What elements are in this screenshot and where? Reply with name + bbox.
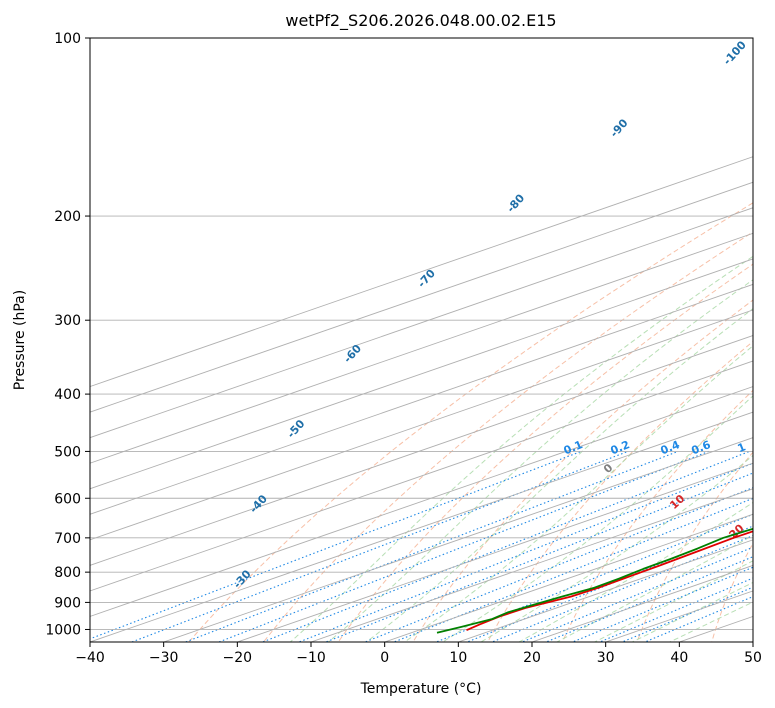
mixing-ratio-line	[620, 586, 753, 642]
moist-adiabat-line	[327, 279, 753, 642]
isotherm-line	[90, 411, 753, 642]
moist-adiabat-line	[403, 345, 753, 642]
mixing-ratio-line	[130, 450, 629, 642]
y-tick-label: 1000	[45, 622, 81, 638]
isotherm-line	[90, 335, 753, 566]
background-lines	[90, 38, 753, 642]
dry-adiabat-line	[487, 340, 753, 642]
x-tick-label: 30	[597, 650, 615, 666]
isotherm-line	[90, 309, 753, 541]
mixing-ratio-line	[643, 595, 753, 642]
dry-adiabat-label: -100	[721, 38, 749, 67]
x-tick-label: 40	[670, 650, 688, 666]
isotherm-line	[90, 156, 753, 388]
mixing-ratio-line	[490, 534, 753, 642]
x-axis: −40 −30 −20 −10 0 10 20 30 40 50	[75, 642, 762, 666]
isotherm-line	[531, 564, 753, 642]
moist-adiabat-line	[479, 454, 753, 642]
mixing-ratio-label: 1.5	[764, 438, 775, 457]
mixing-ratio-line	[261, 450, 750, 642]
isotherm-line	[90, 258, 753, 490]
sounding-traces	[436, 527, 753, 634]
x-tick-label: 0	[380, 650, 389, 666]
isotherm-line	[90, 232, 753, 464]
mixing-ratio-line	[217, 450, 709, 642]
x-tick-label: −30	[149, 650, 179, 666]
plot-frame	[89, 37, 754, 643]
moist-adiabat-line	[518, 501, 753, 642]
temperature-line	[466, 530, 753, 632]
moist-adiabat-line	[593, 560, 753, 642]
mixing-ratio-label: 0.4	[659, 438, 682, 457]
mixing-ratio-line	[544, 556, 753, 642]
moist-adiabat-line	[365, 307, 753, 642]
y-tick-label: 400	[54, 387, 81, 403]
moist-adiabat-line	[631, 581, 753, 642]
chart-title: wetPf2_S206.2026.048.00.02.E15	[285, 11, 556, 31]
mixing-ratio-line	[297, 462, 753, 642]
isotherm-line	[458, 539, 753, 642]
y-tick-label: 800	[54, 565, 81, 581]
line-labels: 0.10.20.40.611.52346810131620253036-100-…	[231, 38, 775, 591]
isotherm-line	[90, 207, 753, 439]
dry-adiabat-label: -40	[247, 492, 270, 516]
mixing-ratio-line	[520, 546, 753, 642]
isotherm-line	[90, 283, 753, 515]
isotherm-line	[90, 360, 753, 592]
y-tick-label: 100	[54, 31, 81, 47]
x-tick-label: −20	[223, 650, 253, 666]
dry-adiabat-line	[188, 202, 753, 642]
dewpoint-line	[436, 527, 753, 634]
y-tick-label: 700	[54, 531, 81, 547]
dry-adiabat-label: -30	[231, 567, 254, 591]
isotherm-line	[90, 386, 753, 617]
mixing-ratio-label: 1	[736, 440, 748, 455]
dry-adiabat-label: -70	[415, 267, 438, 291]
dry-adiabat-line	[337, 263, 753, 642]
x-tick-label: −10	[296, 650, 326, 666]
mixing-ratio-line	[363, 486, 753, 642]
moist-adiabat-line	[441, 395, 753, 642]
dry-adiabat-line	[711, 542, 753, 642]
y-tick-label: 600	[54, 491, 81, 507]
moist-adiabat-line	[668, 601, 753, 642]
x-tick-label: 50	[744, 650, 762, 666]
mixing-ratio-line	[184, 450, 679, 642]
isotherm-line	[752, 641, 753, 642]
isotherm-line	[310, 488, 753, 642]
mixing-ratio-line	[598, 577, 753, 642]
isotherm-line	[237, 462, 753, 642]
y-tick-label: 500	[54, 444, 81, 460]
y-tick-label: 900	[54, 595, 81, 611]
dry-adiabat-label: -80	[504, 191, 527, 215]
isotherm-line	[679, 615, 753, 642]
isotherm-line	[90, 181, 753, 413]
y-axis: 100 200 300 400 500 600 700 800 900 1000	[45, 31, 90, 638]
y-tick-label: 200	[54, 209, 81, 225]
isotherm-line	[384, 513, 753, 642]
moist-adiabat-label: 30	[767, 548, 775, 568]
mixing-ratio-label: 0.2	[609, 438, 632, 457]
x-tick-label: 20	[523, 650, 541, 666]
dry-adiabat-label: -60	[341, 342, 364, 366]
x-tick-label: 10	[449, 650, 467, 666]
moist-adiabat-label: 0	[601, 461, 616, 476]
dry-adiabat-line	[412, 299, 753, 642]
mixing-ratio-line	[324, 472, 753, 642]
y-axis-label: Pressure (hPa)	[12, 290, 28, 390]
mixing-ratio-label: 0.1	[562, 438, 585, 457]
isotherm-line	[163, 437, 753, 642]
mixing-ratio-label: 0.6	[690, 438, 713, 457]
moist-adiabat-line	[289, 255, 753, 642]
x-axis-label: Temperature (°C)	[360, 681, 482, 697]
mixing-ratio-line	[90, 450, 582, 640]
x-tick-label: −40	[75, 650, 105, 666]
mixing-ratio-line	[571, 566, 753, 642]
dry-adiabat-label: -90	[608, 116, 631, 140]
dry-adiabat-line	[636, 451, 753, 642]
y-tick-label: 300	[54, 313, 81, 329]
